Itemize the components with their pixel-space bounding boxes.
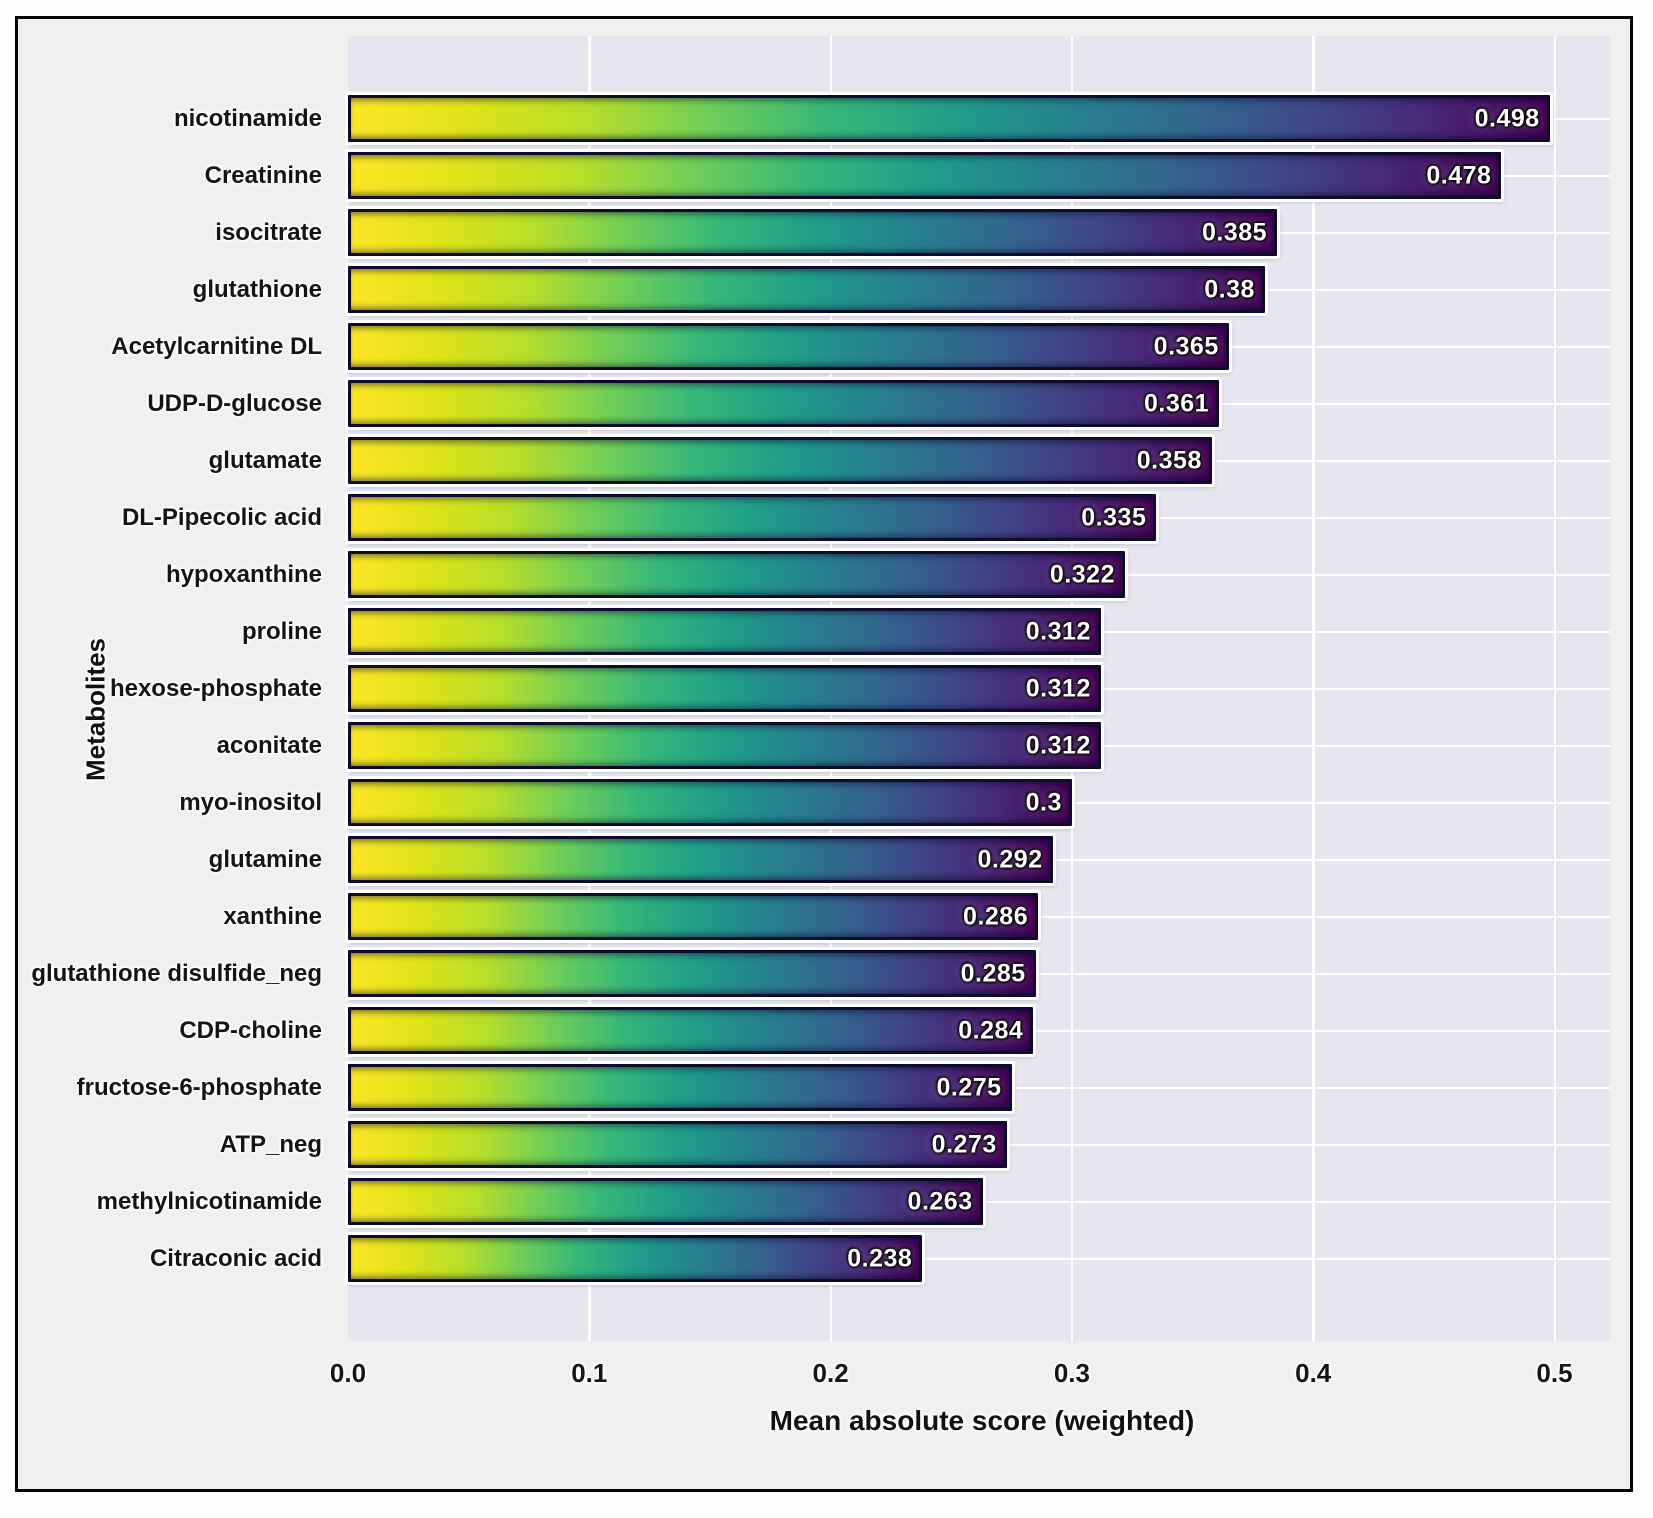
bar-methylnicotinamide: 0.263: [348, 1178, 983, 1225]
bar-UDP-D-glucose: 0.361: [348, 380, 1220, 427]
category-label-glutamate: glutamate: [208, 446, 322, 474]
bar-value-label: 0.292: [977, 845, 1043, 873]
x-tick-label-0.3: 0.3: [1053, 1358, 1090, 1388]
category-label-glutathione: glutathione: [192, 275, 322, 303]
category-label-methylnicotinamide: methylnicotinamide: [96, 1187, 322, 1215]
bar-value-label: 0.385: [1201, 218, 1267, 246]
bar-value-label: 0.478: [1426, 161, 1492, 189]
bar-value-label: 0.263: [907, 1187, 973, 1215]
bar-value-label: 0.275: [936, 1073, 1002, 1101]
plot-area: 0.498 0.478 0.385 0.38 0.365 0.361 0.358 0.335 0…: [348, 36, 1610, 1341]
bar-Acetylcarnitine DL: 0.365: [348, 323, 1229, 370]
category-label-hypoxanthine: hypoxanthine: [165, 560, 322, 588]
bar-glutathione disulfide_neg: 0.285: [348, 950, 1036, 997]
bar-value-label: 0.312: [1025, 731, 1091, 759]
bar-aconitate: 0.312: [348, 722, 1101, 769]
category-label-aconitate: aconitate: [216, 731, 322, 759]
bar-Creatinine: 0.478: [348, 152, 1502, 199]
category-label-myo-inositol: myo-inositol: [179, 788, 322, 816]
bar-value-label: 0.238: [847, 1244, 913, 1272]
x-tick-label-0.2: 0.2: [812, 1358, 849, 1388]
category-label-ATP_neg: ATP_neg: [219, 1130, 322, 1158]
bar-Citraconic acid: 0.238: [348, 1235, 923, 1282]
bar-value-label: 0.322: [1049, 560, 1115, 588]
bar-isocitrate: 0.385: [348, 209, 1277, 256]
bar-DL-Pipecolic acid: 0.335: [348, 494, 1157, 541]
x-tick-label-0.4: 0.4: [1295, 1358, 1332, 1388]
bar-ATP_neg: 0.273: [348, 1121, 1007, 1168]
category-label-glutamine: glutamine: [208, 845, 322, 873]
category-label-xanthine: xanthine: [223, 902, 322, 930]
bar-glutathione: 0.38: [348, 266, 1265, 313]
bar-value-label: 0.358: [1136, 446, 1202, 474]
category-label-DL-Pipecolic acid: DL-Pipecolic acid: [121, 503, 322, 531]
category-label-isocitrate: isocitrate: [215, 218, 322, 246]
bar-value-label: 0.286: [963, 902, 1029, 930]
bar-value-label: 0.361: [1144, 389, 1210, 417]
bar-value-label: 0.284: [958, 1016, 1024, 1044]
bar-value-label: 0.365: [1153, 332, 1219, 360]
bar-value-label: 0.335: [1081, 503, 1147, 531]
bar-value-label: 0.273: [931, 1130, 997, 1158]
bar-glutamate: 0.358: [348, 437, 1212, 484]
bar-proline: 0.312: [348, 608, 1101, 655]
bar-hypoxanthine: 0.322: [348, 551, 1125, 598]
bar-value-label: 0.38: [1204, 275, 1255, 303]
bar-value-label: 0.285: [960, 959, 1026, 987]
bar-hexose-phosphate: 0.312: [348, 665, 1101, 712]
bar-value-label: 0.498: [1474, 104, 1540, 132]
gridline-horizontal: [348, 1257, 1610, 1260]
bar-glutamine: 0.292: [348, 836, 1053, 883]
bar-myo-inositol: 0.3: [348, 779, 1072, 826]
category-label-glutathione disulfide_neg: glutathione disulfide_neg: [31, 959, 322, 987]
x-tick-label-0.0: 0.0: [329, 1358, 367, 1388]
bar-xanthine: 0.286: [348, 893, 1039, 940]
category-label-fructose-6-phosphate: fructose-6-phosphate: [76, 1073, 322, 1101]
bar-value-label: 0.312: [1025, 617, 1091, 645]
category-label-proline: proline: [241, 617, 322, 645]
category-label-Creatinine: Creatinine: [204, 161, 322, 189]
bar-value-label: 0.3: [1025, 788, 1062, 816]
category-label-CDP-choline: CDP-choline: [179, 1016, 322, 1044]
category-label-nicotinamide: nicotinamide: [173, 104, 322, 132]
bar-fructose-6-phosphate: 0.275: [348, 1064, 1012, 1111]
bar-nicotinamide: 0.498: [348, 95, 1550, 142]
x-axis-title: Mean absolute score (weighted): [769, 1405, 1195, 1436]
category-label-UDP-D-glucose: UDP-D-glucose: [147, 389, 322, 417]
bar-CDP-choline: 0.284: [348, 1007, 1034, 1054]
category-label-Acetylcarnitine DL: Acetylcarnitine DL: [111, 332, 322, 360]
category-label-Citraconic acid: Citraconic acid: [149, 1244, 322, 1272]
category-label-hexose-phosphate: hexose-phosphate: [109, 674, 322, 702]
bar-value-label: 0.312: [1025, 674, 1091, 702]
x-tick-label-0.5: 0.5: [1536, 1358, 1573, 1388]
x-tick-label-0.1: 0.1: [571, 1358, 608, 1388]
